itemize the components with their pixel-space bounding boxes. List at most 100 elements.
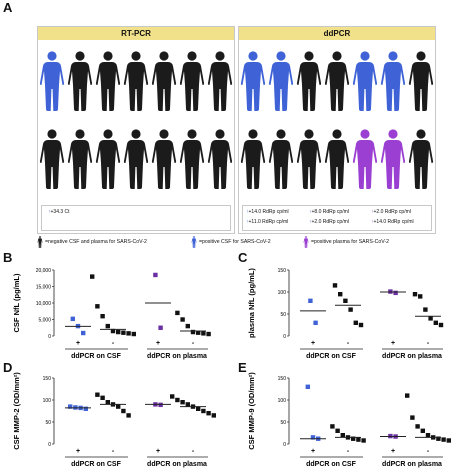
group-sign: + (311, 340, 315, 347)
data-point (180, 400, 185, 405)
data-point (332, 283, 338, 288)
data-point (420, 428, 425, 433)
data-point (418, 294, 423, 299)
legend-positive-plasma: =positive plasma for SARS-CoV-2 (311, 239, 389, 245)
data-point (180, 317, 185, 322)
y-tick-label: 0 (283, 442, 286, 448)
rtpcr-figures (39, 51, 233, 189)
panel-c-letter: C (238, 250, 248, 265)
data-point (105, 323, 110, 329)
data-point (425, 433, 431, 438)
person-icon-plasma (303, 236, 309, 248)
data-point (196, 406, 201, 411)
person-figure-icon (324, 51, 350, 111)
data-point (83, 406, 88, 411)
data-point (310, 435, 316, 440)
data-point (158, 325, 163, 330)
y-tick-label: 0 (283, 334, 286, 340)
data-point (100, 395, 105, 400)
person-figure-icon (380, 129, 406, 189)
data-point (121, 408, 126, 414)
data-point (201, 331, 206, 336)
y-tick-label: 150 (43, 376, 52, 382)
ddpcr-result-6: ↑+14.0 RdRp cp/ml (371, 219, 414, 225)
group-sign: + (76, 448, 80, 455)
rtpcr-title: RT-PCR (38, 27, 234, 40)
person-figure-icon (296, 129, 322, 189)
y-tick-label: 100 (43, 398, 52, 404)
data-point (68, 404, 73, 409)
person-icon-negative (37, 236, 43, 248)
data-point (340, 433, 345, 438)
person-figure-icon (67, 51, 93, 111)
chart-csf-mmp9: CSF MMP-9 (OD/mm²) 150 100 50 0 + - + - ddPCR on … (247, 372, 451, 468)
person-figure-icon (408, 51, 434, 111)
person-figure-icon (123, 51, 149, 111)
group-sign: - (192, 448, 195, 455)
ddpcr-figures (240, 51, 434, 189)
ddpcr-results-box: ↑+14.0 RdRp cp/ml ↑+11.0 RdRp cp/ml ↑+8.… (242, 205, 432, 231)
rtpcr-result: ↑+34.3 Ct (48, 209, 70, 215)
group-label: ddPCR on plasma (382, 353, 442, 360)
group-label: ddPCR on CSF (71, 461, 121, 468)
group-label: ddPCR on plasma (147, 461, 207, 468)
y-axis-label: plasma NfL (pg/mL) (247, 268, 256, 338)
data-point (105, 400, 110, 405)
panel-b-letter: B (3, 250, 13, 265)
data-point (351, 436, 356, 441)
panel-d-letter: D (3, 360, 13, 375)
person-figure-icon (268, 129, 294, 189)
group-label: ddPCR on plasma (382, 461, 442, 468)
data-point (441, 437, 446, 442)
data-point (185, 323, 190, 329)
arrow-up-icon: ↑ (371, 209, 374, 215)
ddpcr-result-3: ↑+8.0 RdRp cp/ml (309, 209, 349, 215)
data-point (70, 316, 75, 322)
group-sign: - (427, 340, 430, 347)
legend-positive-csf: =positive CSF for SARS-CoV-2 (199, 239, 271, 245)
person-mini-icon (303, 236, 309, 248)
y-tick-label: 5,000 (38, 318, 51, 324)
data-point (423, 307, 428, 312)
group-label: ddPCR on plasma (147, 353, 207, 360)
y-axis-label: CSF MMP-9 (OD/mm²) (247, 372, 256, 450)
data-point (446, 438, 451, 443)
ddpcr-panel: ddPCR ↑+14.0 RdRp cp/ml ↑+11.0 RdRp cp/m… (238, 26, 436, 234)
chart-csf-nfl: CSF NfL (pg/mL) 20,000 15,000 10,000 5,000 0 +… (12, 268, 211, 360)
person-mini-icon (37, 236, 43, 248)
group-sign: - (192, 340, 195, 347)
data-point (343, 298, 348, 303)
data-point (175, 310, 180, 316)
y-tick-label: 100 (278, 290, 287, 296)
y-tick-label: 0 (48, 442, 51, 448)
y-tick-label: 20,000 (36, 268, 52, 274)
data-point (415, 424, 420, 429)
person-figure-icon (380, 51, 406, 111)
data-point (313, 320, 318, 325)
person-figure-icon (408, 129, 434, 189)
person-figure-icon (207, 129, 233, 189)
person-figure-icon (151, 129, 177, 189)
group-label: ddPCR on CSF (306, 353, 356, 360)
y-tick-label: 150 (278, 268, 287, 274)
data-point (95, 304, 100, 309)
group-sign: + (156, 448, 160, 455)
data-point (126, 413, 131, 418)
data-point (175, 397, 180, 403)
ddpcr-result-5: ↑+2.0 RdRp cp/ml (371, 209, 411, 215)
data-point (196, 330, 201, 335)
rtpcr-panel: RT-PCR ↑+34.3 Ct (37, 26, 235, 234)
data-point (126, 331, 131, 336)
person-icon-csf (191, 236, 197, 248)
person-figure-icon (179, 129, 205, 189)
group-sign: - (112, 448, 115, 455)
data-point (393, 290, 398, 296)
person-figure-icon (240, 129, 266, 189)
panel-a-letter: A (3, 0, 13, 15)
data-point (190, 329, 196, 335)
legend-negative: =negative CSF and plasma for SARS-CoV-2 (45, 239, 147, 245)
y-axis-label: CSF NfL (pg/mL) (12, 273, 21, 333)
group-sign: + (391, 340, 395, 347)
data-point (170, 394, 175, 399)
person-figure-icon (268, 51, 294, 111)
